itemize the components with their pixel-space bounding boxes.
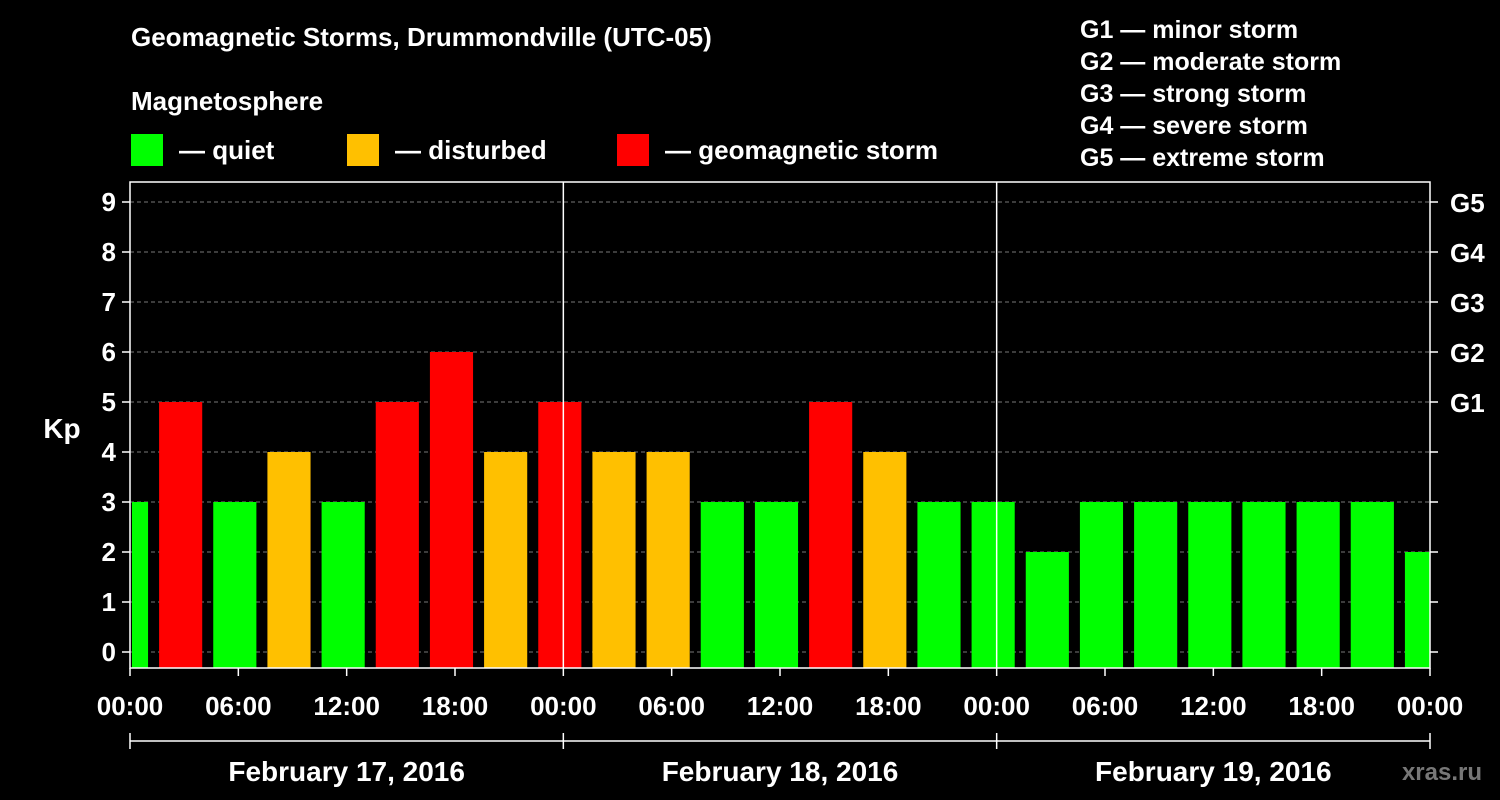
x-tick-label-12: 00:00 — [1397, 691, 1464, 721]
x-tick-label-0: 00:00 — [97, 691, 164, 721]
storm-scale-g3: G3 — strong storm — [1080, 80, 1307, 108]
g-scale-label-g2: G2 — [1450, 338, 1485, 368]
y-tick-label-8: 8 — [102, 237, 116, 267]
kp-bar-21 — [1242, 502, 1286, 668]
legend-item-disturbed: — disturbed — [347, 134, 547, 166]
g-scale-label-g1: G1 — [1450, 388, 1485, 418]
kp-bar-10 — [646, 452, 690, 668]
kp-bar-12 — [754, 502, 799, 668]
x-tick-label-6: 12:00 — [747, 691, 814, 721]
x-tick-label-8: 00:00 — [963, 691, 1030, 721]
kp-bar-18 — [1079, 502, 1124, 668]
date-label-1: February 18, 2016 — [662, 756, 899, 787]
storm-scale-g4: G4 — severe storm — [1080, 112, 1308, 140]
y-tick-label-0: 0 — [102, 637, 116, 667]
kp-bar-13 — [809, 402, 853, 668]
g-scale-label-g3: G3 — [1450, 288, 1485, 318]
legend-swatch-quiet — [131, 134, 163, 166]
y-tick-label-9: 9 — [102, 187, 116, 217]
x-tick-label-7: 18:00 — [855, 691, 922, 721]
g-scale-label-g5: G5 — [1450, 188, 1485, 218]
kp-bar-2 — [213, 502, 257, 668]
kp-bar-23 — [1350, 502, 1394, 668]
y-tick-label-4: 4 — [102, 437, 117, 467]
kp-bar-4 — [321, 502, 365, 668]
kp-bar-20 — [1188, 502, 1232, 668]
storm-scale-g1: G1 — minor storm — [1080, 16, 1299, 44]
kp-bar-0 — [132, 502, 149, 668]
kp-bar-9 — [592, 452, 636, 668]
g-scale-label-g4: G4 — [1450, 238, 1485, 268]
x-tick-label-5: 06:00 — [638, 691, 705, 721]
kp-bar-22 — [1296, 502, 1340, 668]
chart-title: Geomagnetic Storms, Drummondville (UTC-0… — [131, 22, 712, 52]
x-tick-label-1: 06:00 — [205, 691, 272, 721]
axes: 0 1 2 3 4 5 6 7 8 9 G1 G2 G3 G4 G5 00:00 06:00 12:00 18:00… — [97, 181, 1485, 787]
kp-bar-15 — [917, 502, 961, 668]
kp-bar-8 — [538, 402, 582, 668]
y-tick-label-7: 7 — [102, 287, 116, 317]
kp-bar-17 — [1025, 552, 1069, 668]
y-tick-label-3: 3 — [102, 487, 116, 517]
x-tick-label-9: 06:00 — [1072, 691, 1139, 721]
legend-label-disturbed: — disturbed — [395, 135, 547, 165]
y-tick-label-2: 2 — [102, 537, 116, 567]
kp-bar-3 — [267, 452, 311, 668]
x-tick-label-3: 18:00 — [422, 691, 489, 721]
kp-bar-11 — [700, 502, 744, 668]
x-tick-label-11: 18:00 — [1288, 691, 1355, 721]
storm-scale-g2: G2 — moderate storm — [1080, 48, 1342, 76]
kp-bar-24 — [1404, 552, 1430, 668]
x-tick-label-2: 12:00 — [313, 691, 380, 721]
kp-bar-19 — [1134, 502, 1178, 668]
date-label-2: February 19, 2016 — [1095, 756, 1332, 787]
legend-label-quiet: — quiet — [179, 135, 275, 165]
y-axis-title: Kp — [43, 413, 80, 444]
kp-bar-16 — [971, 502, 1015, 668]
date-label-0: February 17, 2016 — [228, 756, 465, 787]
legend-item-storm: — geomagnetic storm — [617, 134, 938, 166]
storm-scale-g5: G5 — extreme storm — [1080, 144, 1325, 172]
kp-bar-14 — [863, 452, 907, 668]
chart-subtitle: Magnetosphere — [131, 86, 324, 116]
y-tick-label-6: 6 — [102, 337, 116, 367]
legend-item-quiet: — quiet — [131, 134, 274, 166]
kp-bar-6 — [429, 352, 474, 668]
legend-swatch-storm — [617, 134, 649, 166]
legend-swatch-disturbed — [347, 134, 379, 166]
y-tick-label-1: 1 — [102, 587, 116, 617]
kp-bar-7 — [484, 452, 528, 668]
kp-bar-5 — [375, 402, 419, 668]
storm-scale-list: G1 — minor storm G2 — moderate storm G3 … — [1080, 14, 1341, 174]
y-tick-label-5: 5 — [102, 387, 116, 417]
x-tick-label-4: 00:00 — [530, 691, 597, 721]
legend-label-storm: — geomagnetic storm — [665, 135, 939, 165]
bars — [132, 352, 1430, 668]
x-tick-label-10: 12:00 — [1180, 691, 1247, 721]
watermark: xras.ru — [1402, 759, 1482, 786]
kp-bar-1 — [159, 402, 203, 668]
